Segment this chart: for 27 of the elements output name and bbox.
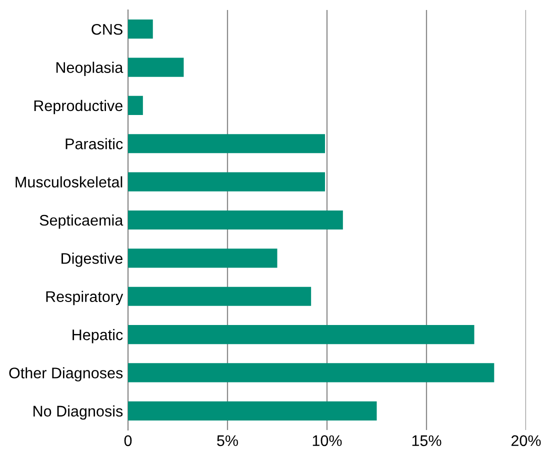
y-tick-label: CNS — [92, 24, 122, 35]
y-tick-label: Parasitic — [66, 138, 123, 150]
y-tick-label: Other Diagnoses — [9, 367, 123, 382]
bar — [128, 96, 143, 115]
bar — [128, 134, 326, 154]
bar — [128, 210, 343, 230]
y-tick-label: Septicaemia — [40, 214, 124, 229]
x-tick-label: 20% — [511, 435, 541, 446]
bar — [128, 363, 494, 382]
bar — [128, 58, 184, 77]
bar — [128, 325, 474, 344]
bar — [128, 286, 312, 306]
x-tick-label: 5% — [217, 435, 238, 446]
x-tick-label: 0 — [124, 435, 132, 446]
bar — [128, 248, 278, 268]
bar — [128, 20, 153, 39]
y-tick-label: Digestive — [62, 252, 122, 267]
bar — [128, 172, 326, 192]
x-tick-label: 10% — [312, 435, 342, 446]
bar — [128, 401, 377, 420]
y-tick-label: No Diagnosis — [34, 405, 123, 420]
y-tick-label: Neoplasia — [56, 62, 124, 76]
y-tick-label: Respiratory — [46, 290, 124, 306]
y-tick-label: Musculoskeletal — [16, 176, 122, 188]
y-tick-label: Hepatic — [72, 329, 123, 344]
x-tick-label: 15% — [412, 435, 442, 446]
y-tick-label: Reproductive — [34, 100, 122, 114]
